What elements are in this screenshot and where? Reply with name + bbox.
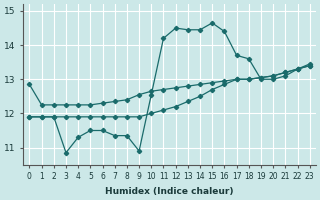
X-axis label: Humidex (Indice chaleur): Humidex (Indice chaleur) xyxy=(105,187,234,196)
